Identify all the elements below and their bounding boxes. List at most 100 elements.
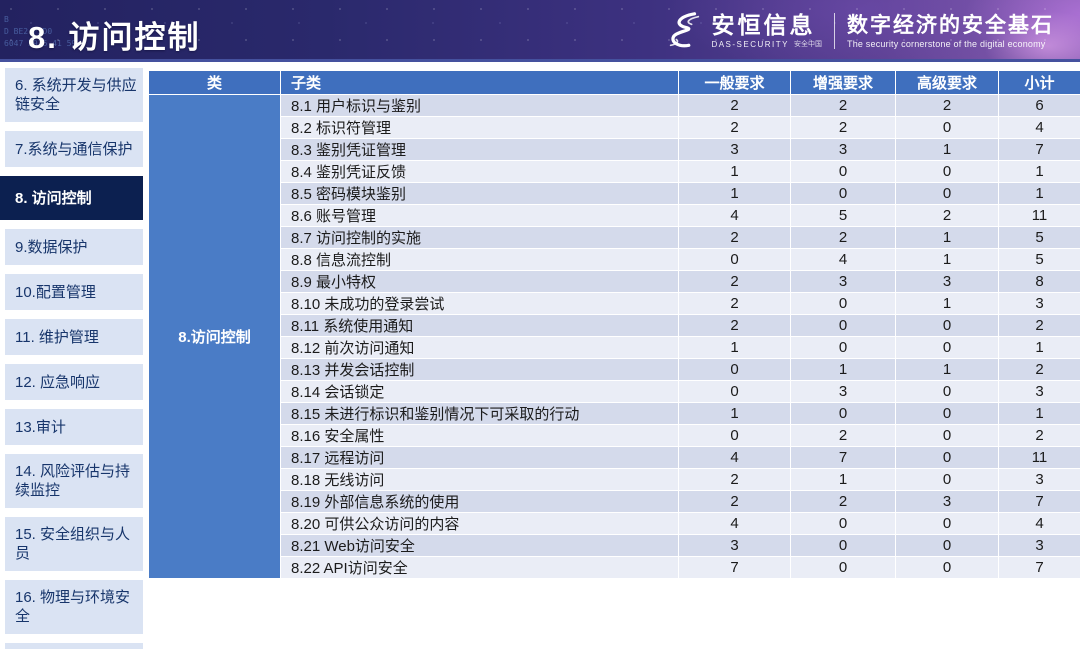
advanced-value-cell: 0 xyxy=(896,337,999,359)
sidebar-item-8[interactable]: 8. 访问控制 xyxy=(0,176,143,220)
advanced-value-cell: 0 xyxy=(896,381,999,403)
sidebar-item-10[interactable]: 10.配置管理 xyxy=(5,274,143,310)
enhanced-value-cell: 3 xyxy=(791,271,896,293)
subtotal-value-cell: 11 xyxy=(999,447,1080,469)
enhanced-value-cell: 7 xyxy=(791,447,896,469)
general-value-cell: 2 xyxy=(679,95,791,117)
advanced-value-cell: 2 xyxy=(896,205,999,227)
enhanced-value-cell: 5 xyxy=(791,205,896,227)
subtotal-value-cell: 2 xyxy=(999,425,1080,447)
section-sidebar: 6. 系统开发与供应链安全 7.系统与通信保护 8. 访问控制 9.数据保护 10.配置… xyxy=(0,68,143,649)
general-value-cell: 1 xyxy=(679,183,791,205)
enhanced-value-cell: 0 xyxy=(791,293,896,315)
subtotal-value-cell: 11 xyxy=(999,205,1080,227)
advanced-value-cell: 0 xyxy=(896,513,999,535)
column-header-5: 高级要求 xyxy=(896,71,999,95)
subtotal-value-cell: 8 xyxy=(999,271,1080,293)
subcategory-cell: 8.7 访问控制的实施 xyxy=(281,227,679,249)
brand-names: 安恒信息 DAS-SECURITY 安全中国 xyxy=(711,13,822,49)
general-value-cell: 4 xyxy=(679,447,791,469)
subcategory-cell: 8.5 密码模块鉴别 xyxy=(281,183,679,205)
page-title: 8. 访问控制 xyxy=(28,12,200,57)
general-value-cell: 2 xyxy=(679,315,791,337)
sidebar-item-13[interactable]: 13.审计 xyxy=(5,409,143,445)
brand-seal-text: 安全中国 xyxy=(794,39,822,49)
advanced-value-cell: 0 xyxy=(896,117,999,139)
enhanced-value-cell: 4 xyxy=(791,249,896,271)
enhanced-value-cell: 0 xyxy=(791,183,896,205)
general-value-cell: 0 xyxy=(679,249,791,271)
subcategory-cell: 8.6 账号管理 xyxy=(281,205,679,227)
advanced-value-cell: 1 xyxy=(896,227,999,249)
column-header-6: 小计 xyxy=(999,71,1080,95)
general-value-cell: 1 xyxy=(679,403,791,425)
sidebar-item-partial[interactable] xyxy=(5,643,143,649)
sidebar-item-7[interactable]: 7.系统与通信保护 xyxy=(5,131,143,167)
brand-divider xyxy=(834,13,835,49)
advanced-value-cell: 3 xyxy=(896,491,999,513)
enhanced-value-cell: 1 xyxy=(791,359,896,381)
subtotal-value-cell: 4 xyxy=(999,117,1080,139)
brand-name-en: DAS-SECURITY 安全中国 xyxy=(711,39,822,49)
general-value-cell: 3 xyxy=(679,535,791,557)
advanced-value-cell: 0 xyxy=(896,535,999,557)
subtotal-value-cell: 3 xyxy=(999,535,1080,557)
enhanced-value-cell: 2 xyxy=(791,95,896,117)
subtotal-value-cell: 3 xyxy=(999,293,1080,315)
title-banner: B D BE2 F3D0 6047 5926 41 59 8. 访问控制 安恒信… xyxy=(0,0,1080,62)
sidebar-item-12[interactable]: 12. 应急响应 xyxy=(5,364,143,400)
subtotal-value-cell: 5 xyxy=(999,249,1080,271)
subcategory-cell: 8.11 系统使用通知 xyxy=(281,315,679,337)
enhanced-value-cell: 0 xyxy=(791,161,896,183)
advanced-value-cell: 1 xyxy=(896,293,999,315)
enhanced-value-cell: 2 xyxy=(791,227,896,249)
subtotal-value-cell: 5 xyxy=(999,227,1080,249)
subtotal-value-cell: 2 xyxy=(999,359,1080,381)
column-header-1: 类 xyxy=(149,71,281,95)
sidebar-item-6[interactable]: 6. 系统开发与供应链安全 xyxy=(5,68,143,122)
subcategory-cell: 8.19 外部信息系统的使用 xyxy=(281,491,679,513)
brand-block: 安恒信息 DAS-SECURITY 安全中国 数字经济的安全基石 The sec… xyxy=(663,9,1054,53)
enhanced-value-cell: 2 xyxy=(791,425,896,447)
table-header-row: 类子类一般要求增强要求高级要求小计 xyxy=(149,71,1080,95)
column-header-2: 子类 xyxy=(281,71,679,95)
subcategory-cell: 8.12 前次访问通知 xyxy=(281,337,679,359)
subtotal-value-cell: 7 xyxy=(999,557,1080,579)
subtotal-value-cell: 1 xyxy=(999,183,1080,205)
subcategory-cell: 8.8 信息流控制 xyxy=(281,249,679,271)
general-value-cell: 1 xyxy=(679,337,791,359)
subcategory-cell: 8.16 安全属性 xyxy=(281,425,679,447)
subtotal-value-cell: 2 xyxy=(999,315,1080,337)
sidebar-item-14[interactable]: 14. 风险评估与持续监控 xyxy=(5,454,143,508)
subtotal-value-cell: 1 xyxy=(999,337,1080,359)
advanced-value-cell: 0 xyxy=(896,161,999,183)
sidebar-item-9[interactable]: 9.数据保护 xyxy=(5,229,143,265)
advanced-value-cell: 3 xyxy=(896,271,999,293)
enhanced-value-cell: 0 xyxy=(791,315,896,337)
subcategory-cell: 8.14 会话锁定 xyxy=(281,381,679,403)
sidebar-item-11[interactable]: 11. 维护管理 xyxy=(5,319,143,355)
general-value-cell: 0 xyxy=(679,359,791,381)
general-value-cell: 3 xyxy=(679,139,791,161)
sidebar-item-15[interactable]: 15. 安全组织与人员 xyxy=(5,517,143,571)
advanced-value-cell: 2 xyxy=(896,95,999,117)
column-header-4: 增强要求 xyxy=(791,71,896,95)
brand-name-en-text: DAS-SECURITY xyxy=(711,40,789,49)
brand-tagline-en: The security cornerstone of the digital … xyxy=(847,39,1054,49)
sidebar-item-16[interactable]: 16. 物理与环境安全 xyxy=(5,580,143,634)
